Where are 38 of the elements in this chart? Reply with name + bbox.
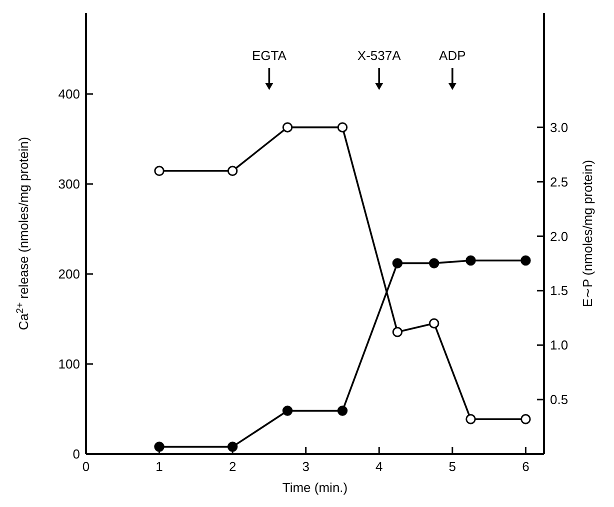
annotation: ADP: [439, 48, 466, 63]
point: [466, 414, 476, 424]
y-tick-label: 200: [58, 266, 80, 282]
y2-tick-label: 1.5: [550, 283, 568, 298]
point: [428, 258, 440, 268]
x-tick-label: 0: [82, 459, 90, 474]
y-tick-label: 300: [58, 176, 80, 192]
point: [392, 326, 403, 338]
point: [227, 442, 238, 452]
x-tick-label: 6: [522, 459, 530, 474]
point: [392, 258, 403, 268]
y2-axis-title: E∼P (nmoles/mg protein): [580, 160, 595, 308]
x-tick-label: 5: [448, 459, 456, 474]
y2-tick-label: 3.0: [550, 120, 568, 135]
y-tick-label: 0: [72, 446, 80, 462]
y2-tick-label: 0.5: [550, 392, 568, 408]
y-tick-label: 100: [58, 356, 80, 372]
point: [154, 166, 164, 176]
x-axis-title: Time (min.): [282, 480, 348, 495]
annotation: EGTA: [252, 48, 287, 63]
y-tick-label: 400: [58, 86, 80, 102]
point: [428, 318, 440, 328]
point: [520, 414, 531, 424]
point: [282, 122, 293, 132]
point: [337, 122, 348, 132]
x-tick-label: 4: [376, 459, 383, 474]
point: [282, 406, 293, 416]
point: [337, 406, 348, 416]
x-tick-label: 2: [228, 459, 236, 474]
y2-tick-label: 1.0: [550, 338, 568, 353]
y2-tick-label: 2.0: [550, 228, 568, 244]
point: [466, 255, 476, 266]
x-tick-label: 3: [302, 459, 310, 474]
y2-tick-label: 2.5: [550, 174, 568, 190]
point: [520, 255, 531, 266]
annotation: X-537A: [357, 48, 402, 63]
x-tick-label: 1: [156, 459, 163, 474]
point: [227, 166, 238, 176]
